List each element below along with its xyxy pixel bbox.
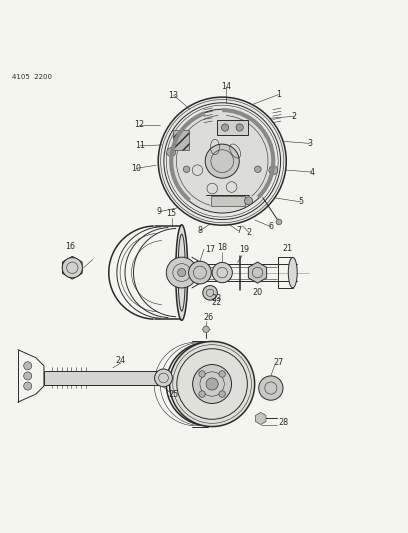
Text: 8: 8 <box>197 227 202 236</box>
Polygon shape <box>62 256 82 279</box>
Circle shape <box>222 124 229 131</box>
Text: 23: 23 <box>211 294 221 303</box>
Text: 22: 22 <box>211 298 221 308</box>
Text: 14: 14 <box>221 83 231 92</box>
Circle shape <box>219 371 225 377</box>
Circle shape <box>24 372 32 380</box>
FancyBboxPatch shape <box>217 120 248 135</box>
Circle shape <box>177 269 186 277</box>
Circle shape <box>188 261 211 284</box>
Circle shape <box>259 376 283 400</box>
Circle shape <box>166 257 197 288</box>
Text: 25: 25 <box>169 391 179 399</box>
Circle shape <box>155 369 173 387</box>
Circle shape <box>205 144 239 178</box>
Circle shape <box>269 166 278 175</box>
Text: 9: 9 <box>157 207 162 216</box>
Circle shape <box>62 257 82 278</box>
Text: 7: 7 <box>236 227 241 236</box>
Circle shape <box>24 362 32 370</box>
Polygon shape <box>248 262 266 283</box>
Text: 2: 2 <box>246 228 251 237</box>
Text: 4105  2200: 4105 2200 <box>11 74 51 80</box>
Text: 6: 6 <box>268 222 273 231</box>
Circle shape <box>276 219 282 225</box>
Circle shape <box>206 378 218 390</box>
Circle shape <box>199 371 205 377</box>
Text: 21: 21 <box>283 244 293 253</box>
Text: 13: 13 <box>169 91 179 100</box>
Text: 18: 18 <box>217 243 227 252</box>
Text: 12: 12 <box>134 120 144 129</box>
Text: 3: 3 <box>307 139 312 148</box>
Text: 20: 20 <box>253 288 263 297</box>
Text: 17: 17 <box>205 245 215 254</box>
Circle shape <box>199 391 205 397</box>
FancyBboxPatch shape <box>173 130 189 150</box>
Circle shape <box>203 326 209 333</box>
Circle shape <box>212 262 233 282</box>
Circle shape <box>203 286 217 300</box>
Circle shape <box>24 382 32 390</box>
Circle shape <box>171 109 274 213</box>
Text: 16: 16 <box>65 242 75 251</box>
Circle shape <box>158 97 286 225</box>
Text: 10: 10 <box>131 164 141 173</box>
Text: 1: 1 <box>276 90 281 99</box>
Text: 4: 4 <box>310 167 315 176</box>
FancyBboxPatch shape <box>44 370 164 385</box>
Circle shape <box>183 166 190 173</box>
Ellipse shape <box>288 257 297 288</box>
Polygon shape <box>255 413 266 425</box>
Text: 27: 27 <box>274 359 284 367</box>
Circle shape <box>255 166 261 173</box>
Circle shape <box>170 342 255 426</box>
Text: 15: 15 <box>166 208 177 217</box>
Text: 26: 26 <box>203 313 213 322</box>
Circle shape <box>219 391 225 397</box>
FancyBboxPatch shape <box>211 196 245 206</box>
Ellipse shape <box>175 225 188 320</box>
Text: 24: 24 <box>116 356 126 365</box>
Text: 11: 11 <box>135 141 145 150</box>
Text: 28: 28 <box>278 418 288 427</box>
Circle shape <box>193 365 232 403</box>
Text: 19: 19 <box>239 245 250 254</box>
Circle shape <box>167 148 175 157</box>
Text: 2: 2 <box>292 112 297 121</box>
Text: 5: 5 <box>299 197 304 206</box>
Circle shape <box>244 197 253 205</box>
Circle shape <box>236 124 243 131</box>
